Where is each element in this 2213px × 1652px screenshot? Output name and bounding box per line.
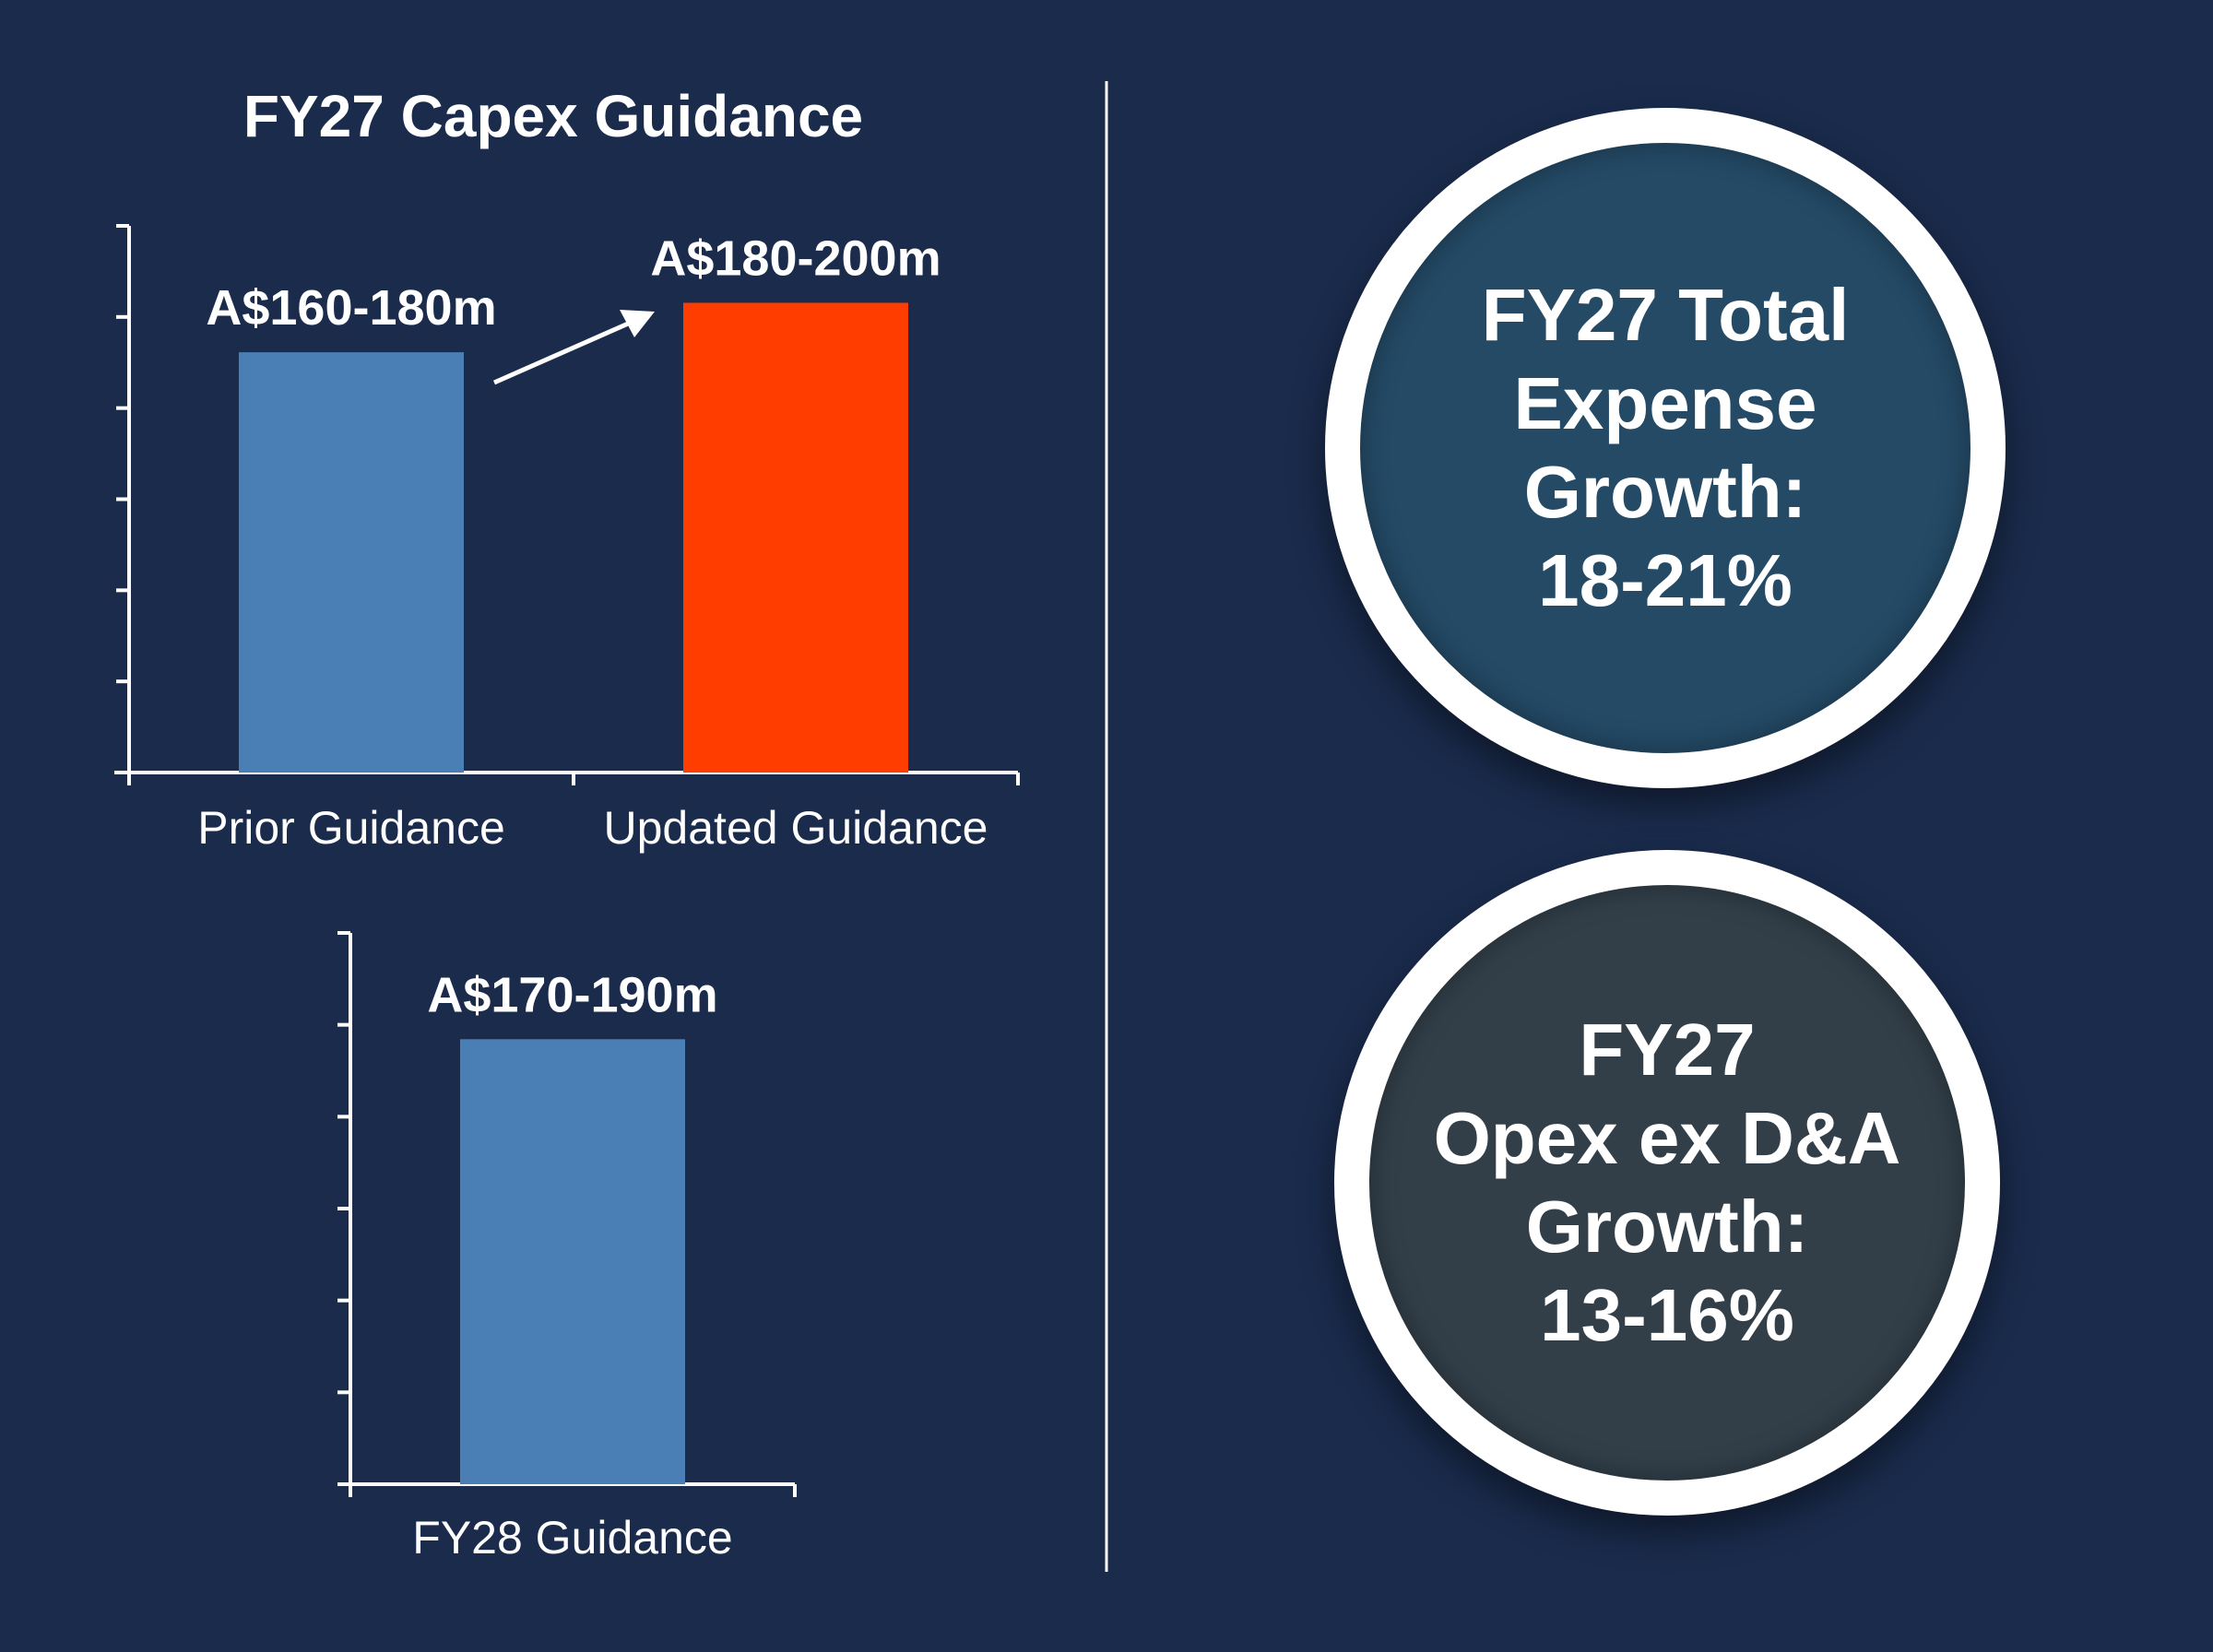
callout-value: 13-16% <box>1540 1274 1794 1356</box>
data-label: A$180-200m <box>650 230 941 286</box>
callout-line: FY27 <box>1579 1009 1756 1091</box>
total-expense-growth-callout: FY27 Total Expense Growth: 18-21% <box>1325 108 2006 788</box>
callout-line: Expense <box>1513 362 1817 444</box>
bar <box>460 1039 685 1484</box>
callout-line: Growth: <box>1525 1186 1809 1268</box>
y-axis-ticks <box>337 931 797 1497</box>
chart-title: FY27 Capex Guidance <box>243 83 863 149</box>
callout-line: Growth: <box>1523 451 1807 533</box>
capex-guidance-chart: FY27 Capex Guidance A$160-180m Prior Guid… <box>114 83 1020 854</box>
data-label: A$160-180m <box>206 280 496 336</box>
callout-line: FY27 Total <box>1481 274 1850 356</box>
increase-arrow-icon <box>492 310 655 385</box>
data-label: A$170-190m <box>427 967 717 1022</box>
category-label: Prior Guidance <box>197 802 505 854</box>
bar <box>239 352 464 773</box>
y-axis-ticks <box>116 224 1020 785</box>
bar <box>683 302 908 773</box>
fy28-guidance-chart: A$170-190m FY28 Guidance <box>337 931 797 1564</box>
bars: A$170-190m FY28 Guidance <box>412 967 732 1564</box>
category-label: Updated Guidance <box>604 802 988 854</box>
callout-line: Opex ex D&A <box>1433 1097 1901 1179</box>
callout-value: 18-21% <box>1538 539 1793 621</box>
bars: A$160-180m Prior Guidance A$180-200m Update… <box>197 230 988 854</box>
opex-growth-callout: FY27 Opex ex D&A Growth: 13-16% <box>1334 850 2000 1516</box>
category-label: FY28 Guidance <box>412 1512 732 1564</box>
